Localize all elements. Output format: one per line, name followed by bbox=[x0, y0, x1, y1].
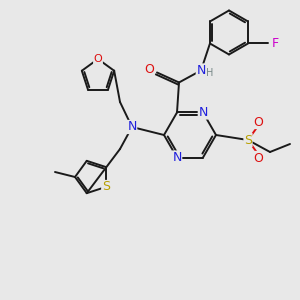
Text: S: S bbox=[102, 181, 110, 194]
Text: N: N bbox=[172, 151, 182, 164]
Text: F: F bbox=[272, 37, 279, 50]
Text: N: N bbox=[198, 106, 208, 119]
Text: H: H bbox=[206, 68, 214, 79]
Text: N: N bbox=[196, 64, 206, 77]
Text: O: O bbox=[253, 116, 263, 128]
Text: N: N bbox=[127, 121, 137, 134]
Text: O: O bbox=[94, 54, 102, 64]
Text: O: O bbox=[253, 152, 263, 164]
Text: O: O bbox=[144, 63, 154, 76]
Text: S: S bbox=[244, 134, 252, 146]
